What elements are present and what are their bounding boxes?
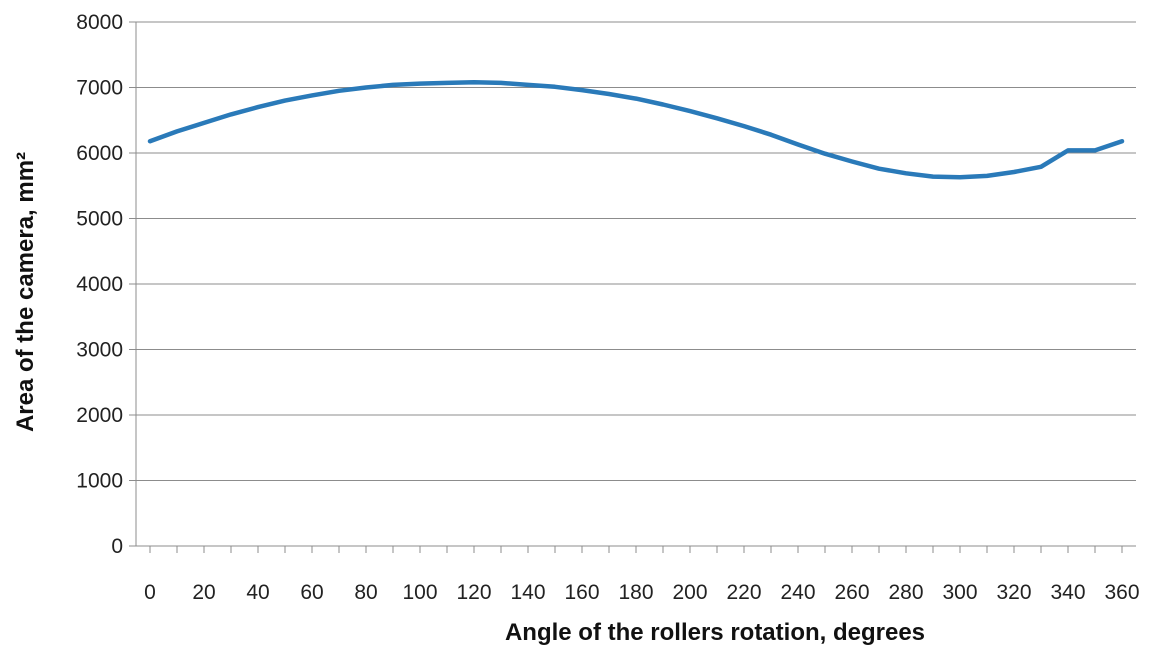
- y-tick-label: 7000: [76, 77, 123, 100]
- x-tick-label: 180: [618, 581, 653, 604]
- x-tick-label: 360: [1104, 581, 1139, 604]
- x-tick-label: 260: [834, 581, 869, 604]
- x-tick-label: 120: [456, 581, 491, 604]
- x-tick-label: 100: [402, 581, 437, 604]
- x-tick-label: 280: [888, 581, 923, 604]
- y-tick-label: 4000: [76, 273, 123, 296]
- x-tick-label: 160: [564, 581, 599, 604]
- y-tick-label: 0: [111, 535, 123, 558]
- x-axis-title: Angle of the rollers rotation, degrees: [505, 619, 925, 646]
- x-tick-label: 240: [780, 581, 815, 604]
- y-axis-title: Area of the camera, mm²: [12, 152, 39, 432]
- x-tick-label: 300: [942, 581, 977, 604]
- y-tick-label: 3000: [76, 339, 123, 362]
- x-tick-label: 320: [996, 581, 1031, 604]
- y-tick-label: 8000: [76, 11, 123, 34]
- x-tick-label: 340: [1050, 581, 1085, 604]
- x-tick-label: 20: [192, 581, 215, 604]
- x-tick-label: 80: [354, 581, 377, 604]
- series-lines: [150, 82, 1122, 177]
- y-tick-label: 1000: [76, 470, 123, 493]
- series-line: [150, 82, 1122, 177]
- x-tick-label: 60: [300, 581, 323, 604]
- y-tick-label: 5000: [76, 208, 123, 231]
- x-tick-label: 140: [510, 581, 545, 604]
- x-tick-label: 40: [246, 581, 269, 604]
- gridlines: [136, 22, 1136, 481]
- x-tick-label: 200: [672, 581, 707, 604]
- y-tick-label: 6000: [76, 142, 123, 165]
- y-tick-label: 2000: [76, 404, 123, 427]
- tick-labels: 0 1000 2000 3000 4000 5000 6000 7000 8000 0 20 40 60…: [76, 11, 1139, 604]
- x-tick-label: 0: [144, 581, 156, 604]
- x-tick-label: 220: [726, 581, 761, 604]
